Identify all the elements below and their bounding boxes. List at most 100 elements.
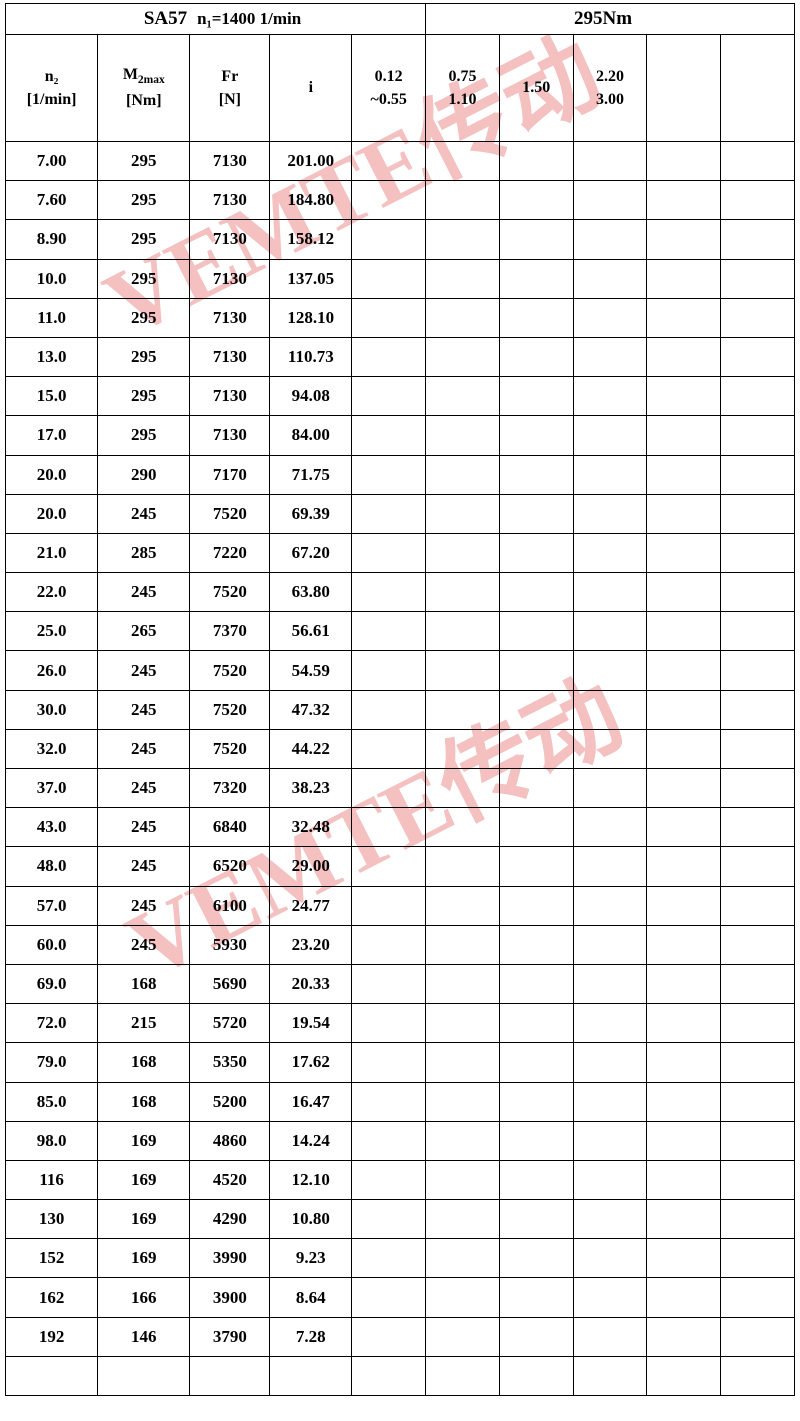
motor-option-cell-2 xyxy=(498,376,574,417)
column-header-line2: 3.00 xyxy=(595,91,624,108)
table-row: 48.0 245 6520 29.00 xyxy=(4,846,795,887)
ratio-value: 17.62 xyxy=(269,1042,353,1083)
column-header-line1: 1.50 xyxy=(522,79,551,97)
m2max-value: 166 xyxy=(97,1277,191,1318)
motor-option-cell-3 xyxy=(572,963,648,1005)
ratio-value: 47.32 xyxy=(269,689,353,730)
title-left-cell: SA57 n₁=1400 1/min xyxy=(4,3,427,35)
motor-option-cell-3 xyxy=(572,336,648,378)
column-header-7: 2.20 3.00 xyxy=(572,34,648,142)
motor-option-cell-0 xyxy=(351,493,427,534)
ratio-value: 16.47 xyxy=(269,1081,353,1122)
motor-option-cell-0 xyxy=(351,219,427,260)
motor-option-cell-2 xyxy=(498,1355,574,1397)
motor-option-cell-0 xyxy=(351,1238,427,1279)
ratio-value: 8.64 xyxy=(269,1277,353,1318)
m2max-value: 295 xyxy=(97,297,191,338)
motor-option-cell-5 xyxy=(720,1316,795,1357)
column-header-3: i xyxy=(269,34,353,142)
motor-option-cell-3 xyxy=(572,1316,648,1357)
motor-option-cell-2 xyxy=(498,885,574,926)
column-header-2: Fr [N] xyxy=(189,34,271,142)
n2-value: 25.0 xyxy=(4,611,99,652)
motor-option-cell-4 xyxy=(646,650,722,691)
motor-option-cell-0 xyxy=(351,1003,427,1044)
motor-option-cell-1 xyxy=(425,376,500,417)
motor-option-cell-0 xyxy=(351,611,427,652)
column-header-line1: 2.20 xyxy=(595,67,624,85)
table-row: 152 169 3990 9.23 xyxy=(4,1238,795,1279)
n2-value: 48.0 xyxy=(4,846,99,887)
motor-option-cell-5 xyxy=(720,885,795,926)
n2-value: 72.0 xyxy=(4,1003,99,1044)
fr-value: 5690 xyxy=(189,963,271,1005)
motor-option-cell-1 xyxy=(425,963,500,1005)
fr-value: 7520 xyxy=(189,689,271,730)
fr-value xyxy=(189,1355,271,1397)
motor-option-cell-2 xyxy=(498,650,574,691)
motor-option-cell-0 xyxy=(351,1042,427,1083)
motor-option-cell-4 xyxy=(646,219,722,260)
fr-value: 5930 xyxy=(189,924,271,965)
ratio-value: 84.00 xyxy=(269,415,353,456)
fr-value: 5350 xyxy=(189,1042,271,1083)
motor-option-cell-5 xyxy=(720,611,795,652)
motor-option-cell-5 xyxy=(720,1355,795,1397)
table-row: 20.0 245 7520 69.39 xyxy=(4,493,795,534)
motor-option-cell-1 xyxy=(425,846,500,887)
ratio-value: 9.23 xyxy=(269,1238,353,1279)
motor-option-cell-1 xyxy=(425,1199,500,1240)
ratio-value: 14.24 xyxy=(269,1120,353,1161)
motor-option-cell-5 xyxy=(720,1277,795,1318)
motor-option-cell-2 xyxy=(498,532,574,574)
ratio-value: 20.33 xyxy=(269,963,353,1005)
m2max-value: 169 xyxy=(97,1199,191,1240)
motor-option-cell-5 xyxy=(720,493,795,534)
table-row: 25.0 265 7370 56.61 xyxy=(4,611,795,652)
m2max-value: 245 xyxy=(97,807,191,848)
motor-option-cell-1 xyxy=(425,532,500,574)
fr-value: 6100 xyxy=(189,885,271,926)
motor-option-cell-0 xyxy=(351,1316,427,1357)
m2max-value: 295 xyxy=(97,180,191,221)
ratio-value: 69.39 xyxy=(269,493,353,534)
n2-value: 43.0 xyxy=(4,807,99,848)
motor-option-cell-3 xyxy=(572,297,648,338)
motor-option-cell-5 xyxy=(720,454,795,495)
motor-option-cell-1 xyxy=(425,650,500,691)
motor-option-cell-4 xyxy=(646,1277,722,1318)
n2-value: 10.0 xyxy=(4,258,99,299)
motor-option-cell-4 xyxy=(646,846,722,887)
motor-option-cell-3 xyxy=(572,376,648,417)
ratio-value: 12.10 xyxy=(269,1159,353,1201)
motor-option-cell-1 xyxy=(425,1316,500,1357)
motor-option-cell-2 xyxy=(498,336,574,378)
motor-option-cell-1 xyxy=(425,415,500,456)
motor-option-cell-2 xyxy=(498,1199,574,1240)
motor-option-cell-4 xyxy=(646,689,722,730)
motor-option-cell-5 xyxy=(720,376,795,417)
fr-value: 4290 xyxy=(189,1199,271,1240)
motor-option-cell-5 xyxy=(720,650,795,691)
motor-option-cell-0 xyxy=(351,454,427,495)
n2-value: 79.0 xyxy=(4,1042,99,1083)
motor-option-cell-5 xyxy=(720,807,795,848)
fr-value: 7130 xyxy=(189,376,271,417)
n2-value: 130 xyxy=(4,1199,99,1240)
n2-value: 30.0 xyxy=(4,689,99,730)
fr-value: 3900 xyxy=(189,1277,271,1318)
motor-option-cell-5 xyxy=(720,1199,795,1240)
motor-option-cell-5 xyxy=(720,767,795,809)
motor-option-cell-5 xyxy=(720,1120,795,1161)
motor-option-cell-4 xyxy=(646,1003,722,1044)
ratio-value: 29.00 xyxy=(269,846,353,887)
m2max-value: 295 xyxy=(97,140,191,182)
ratio-value: 137.05 xyxy=(269,258,353,299)
motor-option-cell-4 xyxy=(646,454,722,495)
motor-option-cell-1 xyxy=(425,807,500,848)
motor-option-cell-2 xyxy=(498,963,574,1005)
motor-option-cell-4 xyxy=(646,180,722,221)
ratio-value: 54.59 xyxy=(269,650,353,691)
motor-option-cell-1 xyxy=(425,767,500,809)
motor-option-cell-5 xyxy=(720,415,795,456)
